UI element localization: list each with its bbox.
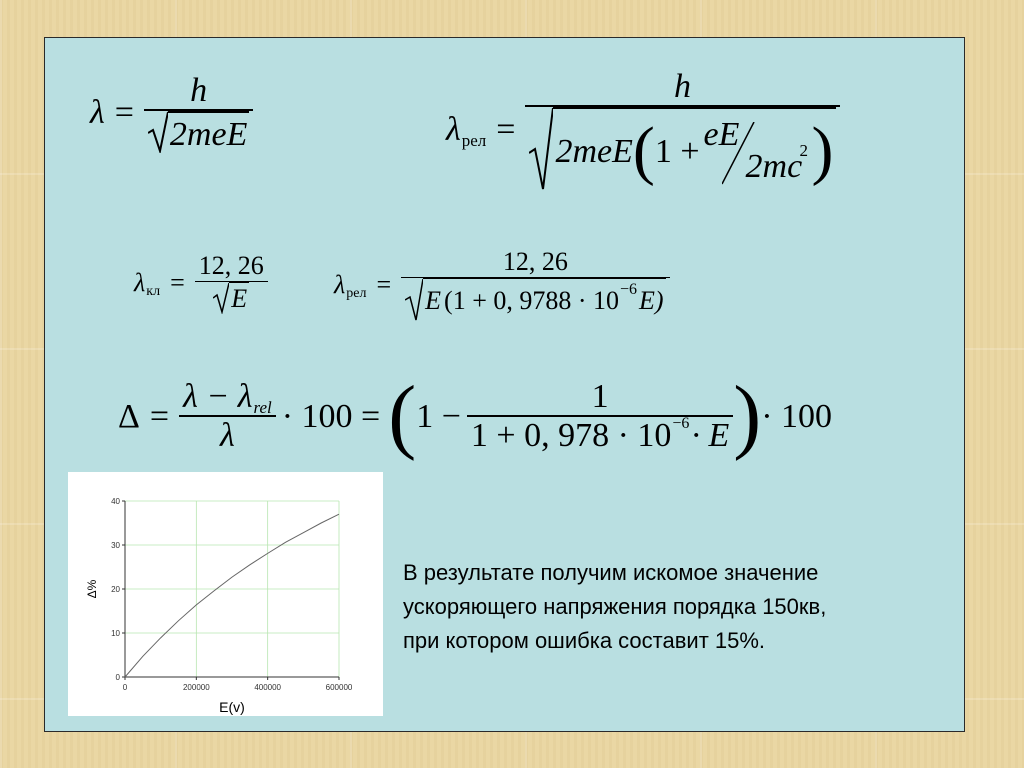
fraction: h 2meE ( 1 + eE 2mc 2 ) <box>525 68 840 191</box>
fraction: 12, 26 E (1 + 0, 9788 · 10 −6 E) <box>401 247 670 322</box>
denominator: 2meE <box>169 115 248 153</box>
one-plus: 1 + <box>654 132 700 170</box>
chart-svg: 0 10 20 30 40 0 200000 400000 600000 E(v) Δ% <box>85 497 353 715</box>
equals: = <box>496 111 516 148</box>
denominator: E <box>231 284 248 314</box>
denominator-body: (1 + 0, 9788 · 10 <box>444 286 620 316</box>
fraction: 12, 26 E <box>194 251 268 315</box>
numerator: λ − λ <box>183 377 253 415</box>
text-line: В результате получим искомое значение <box>403 560 819 585</box>
numerator: 12, 26 <box>198 251 264 280</box>
text-line: ускоряющего напряжения порядка 150кв, <box>403 594 827 619</box>
subscript: rel <box>253 398 272 418</box>
lambda-symbol: λ <box>134 267 146 297</box>
subscript: кл <box>146 284 161 300</box>
formula-lambda-classic: λ = h 2meE <box>90 72 254 154</box>
conclusion-text: В результате получим искомое значение ус… <box>403 556 826 658</box>
numerator: 12, 26 <box>502 247 568 276</box>
paren-open: ( <box>632 114 655 188</box>
lambda-symbol: λ <box>90 94 105 131</box>
formula-lambda-relativistic-numeric: λ рел = 12, 26 E (1 + 0, 9788 · 10 −6 E) <box>334 247 670 322</box>
inner-numerator: eE <box>703 116 740 154</box>
exponent: −6 <box>672 415 690 433</box>
x-tick-label: 400000 <box>254 683 281 692</box>
numerator: h <box>673 68 691 105</box>
x-tick-label: 0 <box>123 683 128 692</box>
inline-fraction: eE 2mc 2 <box>700 116 812 186</box>
equals: = <box>376 269 392 299</box>
paren-open: ( <box>388 369 417 462</box>
inner-numerator: 1 <box>591 377 609 415</box>
exponent: −6 <box>620 280 638 298</box>
y-tick-label: 40 <box>111 497 120 506</box>
inner-denominator: 2mc <box>745 148 803 186</box>
error-chart: 0 10 20 30 40 0 200000 400000 600000 E(v) Δ% <box>68 472 383 716</box>
y-tick-label: 0 <box>116 673 121 682</box>
fraction-bar <box>466 415 734 418</box>
x-axis-label: E(v) <box>219 699 245 715</box>
formula-lambda-relativistic: λ рел = h 2meE ( 1 + eE 2mc 2 ) <box>446 68 840 191</box>
y-axis-label: Δ% <box>85 579 99 598</box>
denominator-end: E) <box>639 286 664 316</box>
fraction: h 2meE <box>143 72 254 154</box>
one-minus: 1 − <box>416 397 461 435</box>
formula-lambda-classic-numeric: λ кл = 12, 26 E <box>134 251 268 315</box>
times-100-equals: · 100 = <box>281 397 381 435</box>
y-tick-label: 10 <box>111 629 120 638</box>
x-tick-label: 600000 <box>326 683 353 692</box>
numerator: h <box>190 72 208 109</box>
denominator-term: 2meE <box>555 132 633 170</box>
inner-denominator: 1 + 0, 978 · 10 <box>470 417 672 455</box>
delta-symbol: Δ <box>118 397 140 435</box>
sqrt: E <box>213 282 250 315</box>
data-line <box>124 513 340 678</box>
paren-close: ) <box>811 114 834 188</box>
sqrt-sign <box>147 112 168 154</box>
sqrt-sign <box>529 108 554 190</box>
sqrt: E (1 + 0, 9788 · 10 −6 E) <box>405 278 666 322</box>
text-line: при котором ошибка составит 15%. <box>403 628 766 653</box>
denominator: λ <box>220 417 235 455</box>
subscript: рел <box>461 131 487 151</box>
subscript: рел <box>346 286 367 302</box>
inner-fraction: 1 1 + 0, 978 · 10 −6 · E <box>466 377 734 455</box>
sqrt: 2meE <box>147 111 250 154</box>
formula-delta-error: Δ = λ − λ rel λ · 100 = ( 1 − 1 1 + 0, 9… <box>118 369 833 462</box>
fraction: λ − λ rel λ <box>179 378 276 455</box>
times-100: · 100 <box>761 397 833 435</box>
y-tick-label: 20 <box>111 585 120 594</box>
sqrt: 2meE ( 1 + eE 2mc 2 ) <box>529 107 836 191</box>
lambda-symbol: λ <box>334 269 346 299</box>
inner-denominator-end: · E <box>691 417 730 455</box>
y-tick-label: 30 <box>111 541 120 550</box>
fraction-bar <box>401 276 670 279</box>
slash <box>721 122 755 185</box>
x-tick-label: 200000 <box>183 683 210 692</box>
fraction-bar <box>525 105 840 108</box>
fraction-bar <box>194 280 268 283</box>
sqrt-sign <box>405 278 424 321</box>
exponent: 2 <box>799 141 809 161</box>
equals: = <box>149 397 170 435</box>
denominator-e: E <box>425 286 442 316</box>
equals: = <box>170 267 185 297</box>
sqrt-sign <box>213 282 230 315</box>
equals: = <box>114 94 134 131</box>
paren-close: ) <box>733 369 762 462</box>
fraction-bar <box>179 415 276 418</box>
lambda-symbol: λ <box>446 111 461 148</box>
fraction-bar <box>143 109 254 112</box>
